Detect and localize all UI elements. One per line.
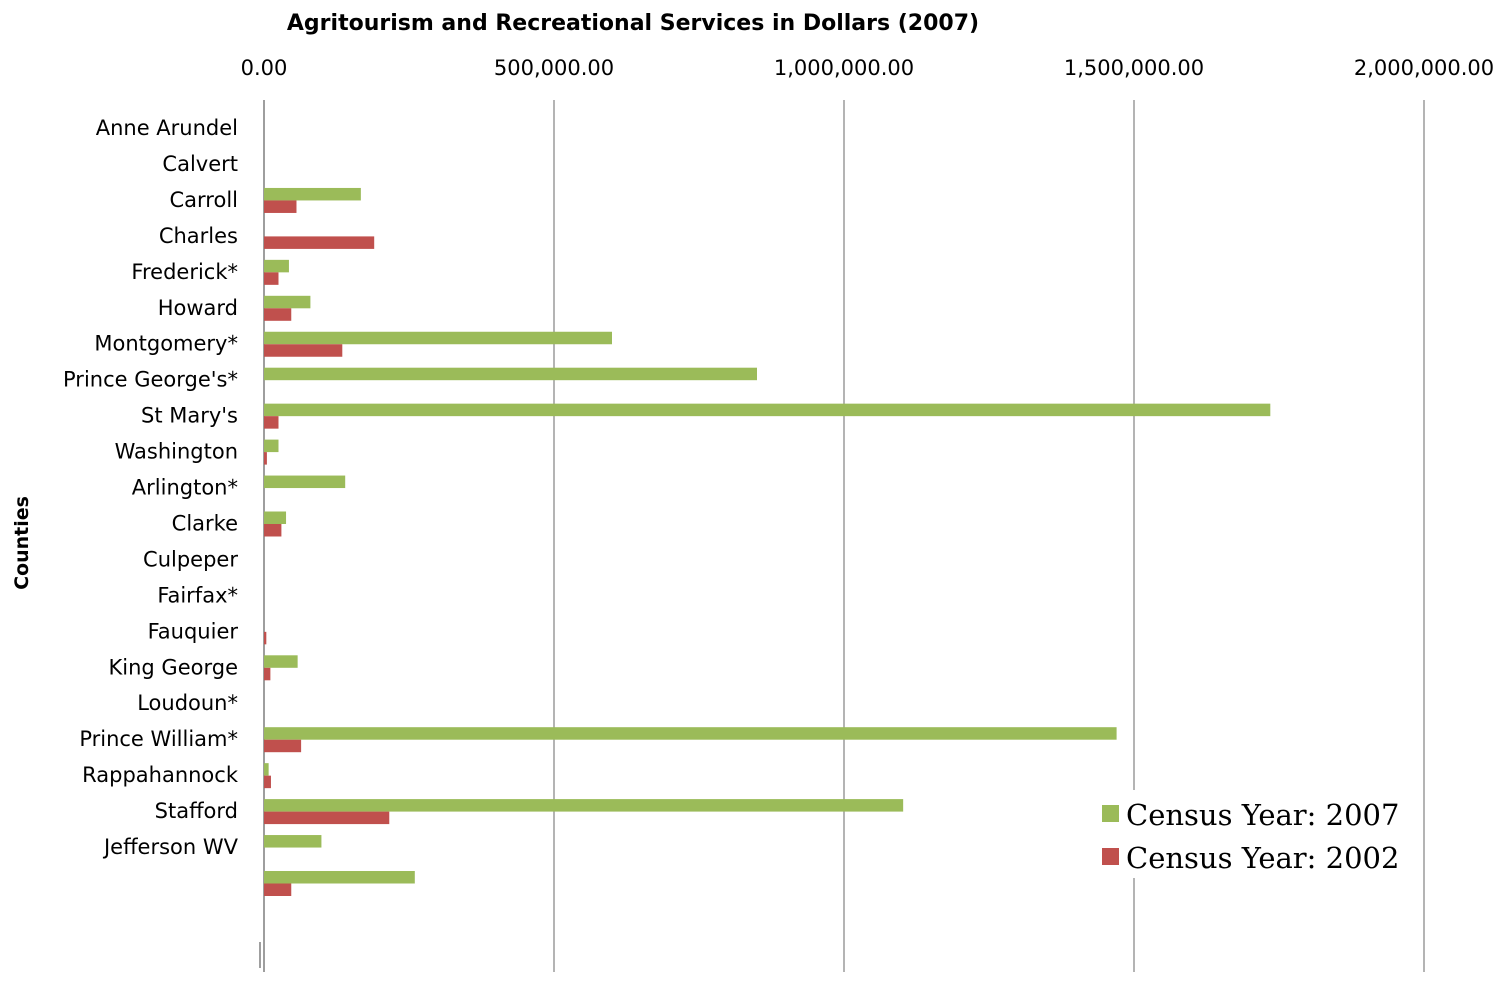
category-label: Clarke bbox=[172, 511, 238, 535]
x-tick-label: 2,000,000.00 bbox=[1354, 56, 1494, 80]
category-label: Stafford bbox=[155, 799, 238, 823]
bar-2002 bbox=[264, 272, 279, 285]
category-label: Prince George's* bbox=[63, 368, 238, 392]
category-label: Loudoun* bbox=[137, 691, 238, 715]
bar-2007 bbox=[264, 763, 269, 776]
bar-2002 bbox=[264, 524, 282, 537]
bar-2002 bbox=[264, 739, 302, 753]
bar-2002 bbox=[264, 236, 375, 249]
bar-2007 bbox=[264, 259, 289, 273]
bar-2007 bbox=[264, 439, 279, 453]
bar-2002 bbox=[264, 308, 292, 321]
bars bbox=[264, 187, 1271, 896]
bar-2002 bbox=[264, 811, 390, 825]
bar-2002 bbox=[264, 200, 297, 213]
category-label: Culpeper bbox=[143, 547, 238, 571]
bar-2007 bbox=[264, 295, 311, 309]
category-label: St Mary's bbox=[141, 404, 238, 428]
category-label: Howard bbox=[158, 296, 238, 320]
category-label: Montgomery* bbox=[94, 332, 238, 356]
legend-label: Census Year: 2002 bbox=[1126, 841, 1399, 875]
bar-2007 bbox=[264, 511, 287, 524]
bar-2002 bbox=[264, 883, 292, 896]
bar-2007 bbox=[264, 835, 322, 848]
x-tick-label: 0.00 bbox=[241, 56, 288, 80]
x-axis-tick-labels: 0.00 500,000.00 1,000,000.00 1,500,000.00 2,… bbox=[241, 56, 1495, 80]
bar-2007 bbox=[264, 331, 612, 345]
bar-2002 bbox=[264, 667, 271, 681]
category-label: Calvert bbox=[162, 152, 238, 176]
category-label: Washington bbox=[115, 440, 238, 464]
bar-2002 bbox=[264, 344, 343, 357]
bar-2007 bbox=[264, 187, 361, 201]
category-label: Frederick* bbox=[131, 260, 238, 284]
bar-2002 bbox=[264, 452, 267, 465]
chart-title: Agritourism and Recreational Services in… bbox=[287, 11, 979, 36]
x-tick-label: 1,500,000.00 bbox=[1064, 56, 1204, 80]
category-label: Rappahannock bbox=[82, 763, 239, 787]
x-tick-label: 500,000.00 bbox=[494, 56, 614, 80]
category-label: Fairfax* bbox=[157, 583, 238, 607]
y-axis-label: Counties bbox=[11, 496, 33, 590]
bar-2007 bbox=[264, 871, 415, 884]
legend-swatch bbox=[1102, 805, 1119, 822]
bar-2007 bbox=[264, 727, 1117, 740]
bar-2007 bbox=[264, 403, 1271, 417]
bar-2002 bbox=[264, 416, 279, 429]
category-label: Prince William* bbox=[79, 727, 238, 751]
legend-swatch bbox=[1102, 848, 1119, 865]
bar-2007 bbox=[264, 367, 757, 381]
legend-label: Census Year: 2007 bbox=[1126, 798, 1399, 832]
bar-2002 bbox=[264, 631, 267, 645]
y-axis-category-labels: Anne Arundel Calvert Carroll Charles Frederi… bbox=[63, 116, 239, 859]
bar-2007 bbox=[264, 475, 346, 489]
category-label: King George bbox=[109, 655, 238, 679]
bar-2002 bbox=[264, 775, 271, 789]
category-label: Charles bbox=[159, 224, 238, 248]
x-tick-label: 1,000,000.00 bbox=[774, 56, 914, 80]
bar-2007 bbox=[264, 655, 298, 668]
legend-background bbox=[1094, 790, 1404, 878]
category-label: Fauquier bbox=[148, 619, 239, 643]
category-label: Jefferson WV bbox=[102, 835, 239, 859]
category-label: Anne Arundel bbox=[96, 116, 238, 140]
bar-2007 bbox=[264, 799, 904, 812]
legend: Census Year: 2007 Census Year: 2002 bbox=[1094, 790, 1404, 878]
category-label: Arlington* bbox=[132, 476, 238, 500]
category-label: Carroll bbox=[170, 188, 239, 212]
